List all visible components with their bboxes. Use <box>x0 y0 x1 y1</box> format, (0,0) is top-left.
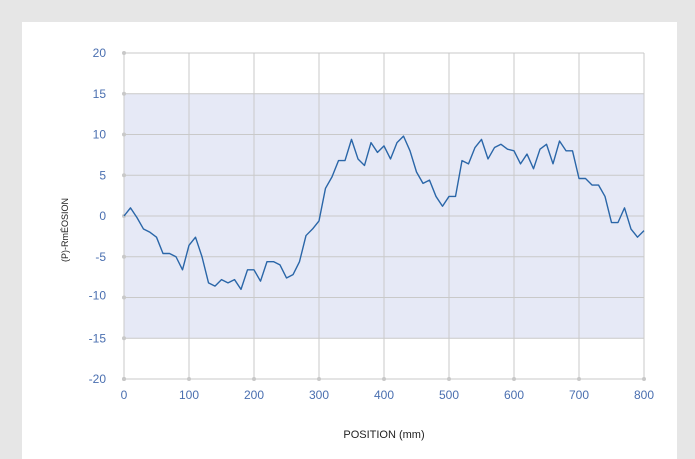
y-tick-label: 20 <box>93 46 107 60</box>
x-tick-label: 800 <box>634 388 654 402</box>
x-tick-label: 300 <box>309 388 329 402</box>
x-axis-title: POSITION (mm) <box>343 429 424 441</box>
line-chart: 20 15 10 5 0 -5 -10 -15 -20 0 100 200 300 400 500 600 70… <box>60 46 654 441</box>
x-tick-label: 600 <box>504 388 524 402</box>
x-tick-dot <box>382 377 386 381</box>
y-tick-dot <box>122 51 126 55</box>
y-tick-dot <box>122 254 126 259</box>
x-tick-label: 0 <box>121 388 128 402</box>
y-tick-label: -10 <box>89 289 107 303</box>
y-tick-label: 10 <box>93 128 107 142</box>
x-tick-label: 200 <box>244 388 264 402</box>
chart-panel: 20 15 10 5 0 -5 -10 -15 -20 0 100 200 300 400 500 600 70… <box>22 22 677 459</box>
x-tick-dot <box>447 377 451 381</box>
y-tick-label: 5 <box>99 168 106 182</box>
y-tick-dot <box>122 295 126 300</box>
x-tick-dot <box>252 377 256 381</box>
y-tick-dot <box>122 336 126 341</box>
y-tick-label: 15 <box>93 87 107 101</box>
x-tick-label: 100 <box>179 388 199 402</box>
x-tick-label: 700 <box>569 388 589 402</box>
y-tick-label: -5 <box>95 250 106 264</box>
x-tick-dot <box>317 377 321 381</box>
x-tick-dot <box>122 377 126 381</box>
series-line <box>123 135 645 291</box>
x-tick-dot <box>577 377 581 381</box>
x-tick-dot <box>642 377 646 381</box>
y-tick-dot <box>122 91 126 96</box>
y-tick-label: 0 <box>99 209 106 223</box>
x-tick-dot <box>512 377 516 381</box>
y-tick-dot <box>122 173 126 178</box>
y-tick-dot <box>122 132 126 137</box>
x-tick-label: 400 <box>374 388 394 402</box>
x-tick-label: 500 <box>439 388 459 402</box>
y-tick-label: -15 <box>89 331 107 345</box>
x-tick-dot <box>187 377 191 381</box>
y-tick-label: -20 <box>89 372 107 386</box>
y-axis-title: (P)-RmÉOSION <box>60 198 70 262</box>
